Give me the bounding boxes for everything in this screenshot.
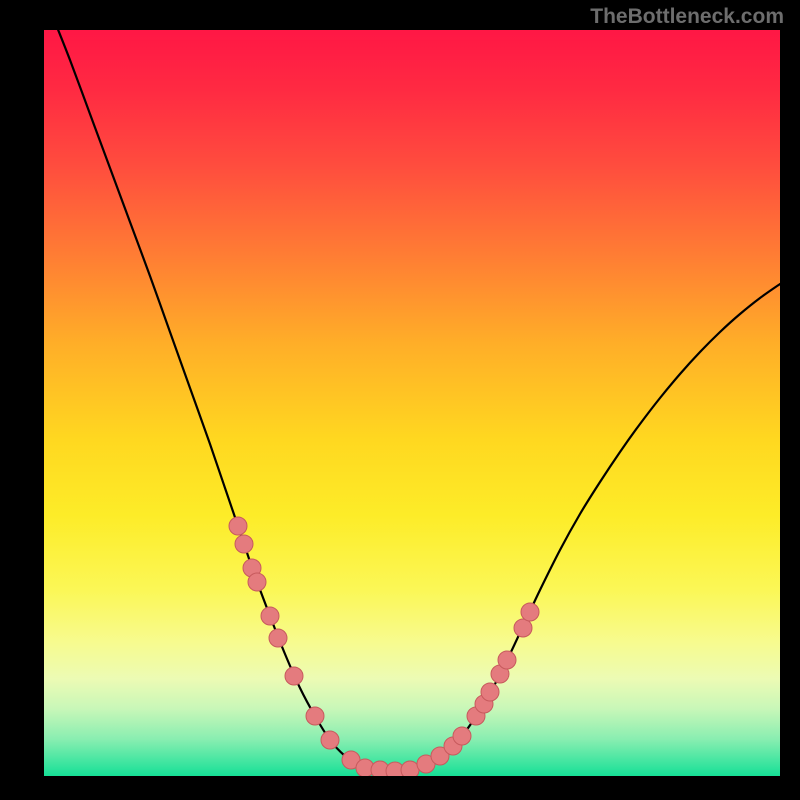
data-marker: [229, 517, 247, 535]
chart-svg-layer: [44, 30, 780, 776]
data-marker: [306, 707, 324, 725]
data-marker: [521, 603, 539, 621]
bottleneck-curve: [44, 30, 780, 771]
data-marker: [269, 629, 287, 647]
data-marker: [481, 683, 499, 701]
data-marker: [514, 619, 532, 637]
data-marker: [401, 761, 419, 776]
data-markers-group: [229, 517, 539, 776]
data-marker: [248, 573, 266, 591]
data-marker: [285, 667, 303, 685]
watermark-text: TheBottleneck.com: [590, 5, 784, 29]
data-marker: [498, 651, 516, 669]
data-marker: [453, 727, 471, 745]
data-marker: [235, 535, 253, 553]
chart-plot-area: [44, 30, 780, 776]
data-marker: [321, 731, 339, 749]
data-marker: [261, 607, 279, 625]
